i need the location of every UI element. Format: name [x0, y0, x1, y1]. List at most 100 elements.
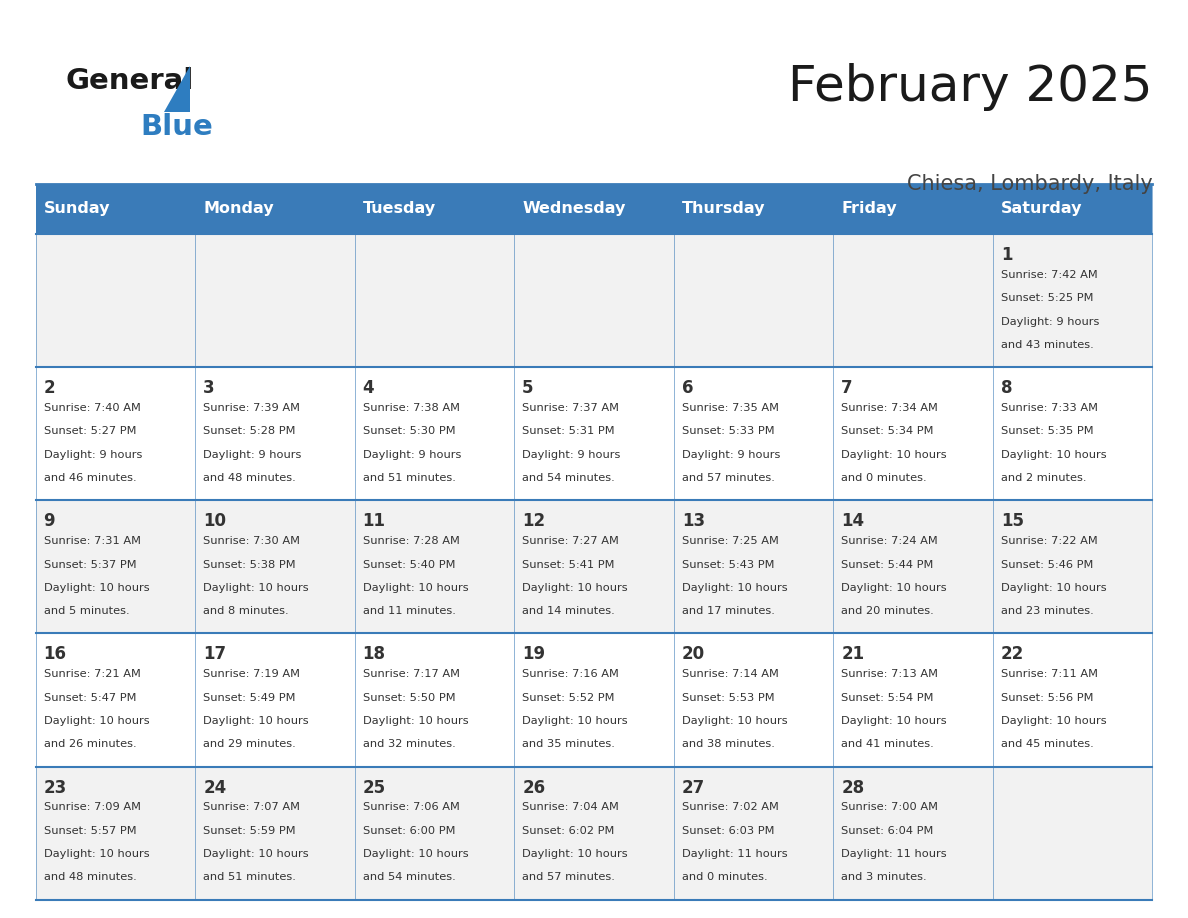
Text: Sunrise: 7:25 AM: Sunrise: 7:25 AM — [682, 536, 778, 546]
Text: Sunrise: 7:24 AM: Sunrise: 7:24 AM — [841, 536, 939, 546]
Text: 21: 21 — [841, 645, 865, 664]
Text: 18: 18 — [362, 645, 386, 664]
Text: Sunset: 5:38 PM: Sunset: 5:38 PM — [203, 560, 296, 569]
Text: Sunset: 6:03 PM: Sunset: 6:03 PM — [682, 826, 775, 835]
Text: Sunset: 5:28 PM: Sunset: 5:28 PM — [203, 427, 296, 436]
Text: 28: 28 — [841, 778, 865, 797]
Text: and 29 minutes.: and 29 minutes. — [203, 739, 296, 749]
Text: and 0 minutes.: and 0 minutes. — [841, 473, 927, 483]
Bar — [833, 234, 993, 367]
Bar — [36, 767, 195, 900]
Text: Sunset: 5:44 PM: Sunset: 5:44 PM — [841, 560, 934, 569]
Text: Daylight: 10 hours: Daylight: 10 hours — [523, 716, 627, 726]
Bar — [36, 184, 195, 234]
Text: 25: 25 — [362, 778, 386, 797]
Text: 26: 26 — [523, 778, 545, 797]
Text: Sunrise: 7:30 AM: Sunrise: 7:30 AM — [203, 536, 301, 546]
Bar — [195, 500, 355, 633]
Bar — [674, 184, 833, 234]
Text: Sunrise: 7:14 AM: Sunrise: 7:14 AM — [682, 669, 778, 679]
Bar — [355, 500, 514, 633]
Bar — [36, 500, 195, 633]
Text: Daylight: 10 hours: Daylight: 10 hours — [362, 716, 468, 726]
Text: Sunrise: 7:11 AM: Sunrise: 7:11 AM — [1000, 669, 1098, 679]
Text: 8: 8 — [1000, 379, 1012, 397]
Text: and 35 minutes.: and 35 minutes. — [523, 739, 615, 749]
Text: Sunset: 6:00 PM: Sunset: 6:00 PM — [362, 826, 455, 835]
Text: and 48 minutes.: and 48 minutes. — [44, 872, 137, 882]
Bar — [993, 633, 1152, 767]
Text: Sunset: 5:57 PM: Sunset: 5:57 PM — [44, 826, 137, 835]
Text: and 48 minutes.: and 48 minutes. — [203, 473, 296, 483]
Text: and 23 minutes.: and 23 minutes. — [1000, 606, 1094, 616]
Text: 6: 6 — [682, 379, 694, 397]
Text: Sunrise: 7:27 AM: Sunrise: 7:27 AM — [523, 536, 619, 546]
Bar — [36, 633, 195, 767]
Text: Sunset: 5:49 PM: Sunset: 5:49 PM — [203, 693, 296, 702]
Text: Sunset: 5:30 PM: Sunset: 5:30 PM — [362, 427, 455, 436]
Bar — [355, 234, 514, 367]
Text: 23: 23 — [44, 778, 67, 797]
Text: Daylight: 10 hours: Daylight: 10 hours — [1000, 450, 1106, 460]
Text: Chiesa, Lombardy, Italy: Chiesa, Lombardy, Italy — [906, 174, 1152, 194]
Text: Sunset: 5:33 PM: Sunset: 5:33 PM — [682, 427, 775, 436]
Text: Sunset: 6:02 PM: Sunset: 6:02 PM — [523, 826, 614, 835]
Bar — [674, 500, 833, 633]
Bar — [993, 500, 1152, 633]
Text: Sunset: 5:34 PM: Sunset: 5:34 PM — [841, 427, 934, 436]
Text: 3: 3 — [203, 379, 215, 397]
Text: 13: 13 — [682, 512, 704, 531]
Text: Sunrise: 7:04 AM: Sunrise: 7:04 AM — [523, 802, 619, 812]
Bar — [833, 633, 993, 767]
Bar — [355, 367, 514, 500]
Text: Sunset: 5:43 PM: Sunset: 5:43 PM — [682, 560, 775, 569]
Text: Wednesday: Wednesday — [523, 201, 626, 217]
Text: Daylight: 9 hours: Daylight: 9 hours — [362, 450, 461, 460]
Text: Sunset: 5:31 PM: Sunset: 5:31 PM — [523, 427, 615, 436]
Text: and 54 minutes.: and 54 minutes. — [362, 872, 455, 882]
Bar — [833, 767, 993, 900]
Text: 2: 2 — [44, 379, 55, 397]
Bar — [993, 234, 1152, 367]
Text: and 57 minutes.: and 57 minutes. — [682, 473, 775, 483]
Text: and 17 minutes.: and 17 minutes. — [682, 606, 775, 616]
Text: Tuesday: Tuesday — [362, 201, 436, 217]
Text: 4: 4 — [362, 379, 374, 397]
Text: Sunrise: 7:28 AM: Sunrise: 7:28 AM — [362, 536, 460, 546]
Text: and 26 minutes.: and 26 minutes. — [44, 739, 137, 749]
Bar — [674, 234, 833, 367]
Text: Daylight: 9 hours: Daylight: 9 hours — [682, 450, 781, 460]
Bar — [514, 234, 674, 367]
Text: 5: 5 — [523, 379, 533, 397]
Text: Sunset: 5:41 PM: Sunset: 5:41 PM — [523, 560, 614, 569]
Text: Sunrise: 7:02 AM: Sunrise: 7:02 AM — [682, 802, 778, 812]
Text: Daylight: 11 hours: Daylight: 11 hours — [841, 849, 947, 859]
Text: Sunset: 5:52 PM: Sunset: 5:52 PM — [523, 693, 614, 702]
Text: 10: 10 — [203, 512, 226, 531]
Text: Sunrise: 7:31 AM: Sunrise: 7:31 AM — [44, 536, 140, 546]
Bar — [514, 767, 674, 900]
Text: Sunset: 5:54 PM: Sunset: 5:54 PM — [841, 693, 934, 702]
Bar — [514, 633, 674, 767]
Text: and 46 minutes.: and 46 minutes. — [44, 473, 137, 483]
Bar — [514, 500, 674, 633]
Text: Sunrise: 7:42 AM: Sunrise: 7:42 AM — [1000, 270, 1098, 280]
Text: Sunset: 5:46 PM: Sunset: 5:46 PM — [1000, 560, 1093, 569]
Text: 14: 14 — [841, 512, 865, 531]
Text: Daylight: 10 hours: Daylight: 10 hours — [1000, 716, 1106, 726]
Text: Sunrise: 7:07 AM: Sunrise: 7:07 AM — [203, 802, 301, 812]
Bar — [833, 184, 993, 234]
Text: Sunset: 5:27 PM: Sunset: 5:27 PM — [44, 427, 137, 436]
Text: Sunrise: 7:17 AM: Sunrise: 7:17 AM — [362, 669, 460, 679]
Text: Daylight: 10 hours: Daylight: 10 hours — [44, 849, 150, 859]
Text: Sunrise: 7:22 AM: Sunrise: 7:22 AM — [1000, 536, 1098, 546]
Text: 9: 9 — [44, 512, 55, 531]
Bar — [195, 367, 355, 500]
Bar — [195, 184, 355, 234]
Text: 11: 11 — [362, 512, 386, 531]
Bar — [674, 633, 833, 767]
Text: Sunrise: 7:33 AM: Sunrise: 7:33 AM — [1000, 403, 1098, 413]
Text: Monday: Monday — [203, 201, 273, 217]
Text: Sunrise: 7:40 AM: Sunrise: 7:40 AM — [44, 403, 140, 413]
Text: and 14 minutes.: and 14 minutes. — [523, 606, 615, 616]
